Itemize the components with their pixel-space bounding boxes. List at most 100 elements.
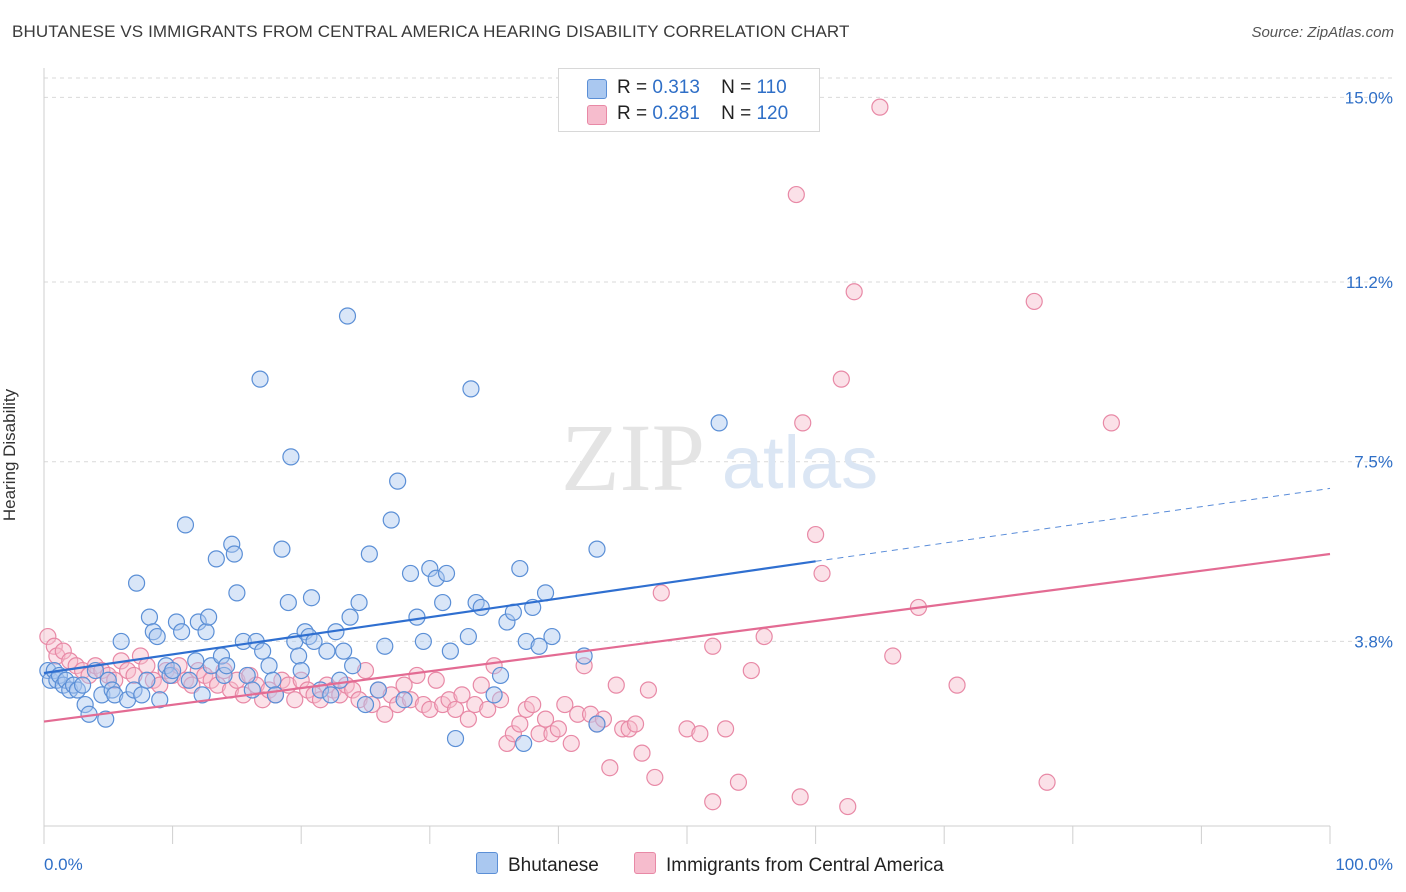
data-point-bhutanese [427,569,445,587]
data-point-immigrants [382,686,400,704]
data-point-bhutanese [331,671,349,689]
data-point-immigrants [1038,773,1056,791]
data-point-immigrants [569,705,587,723]
data-point-bhutanese [279,593,297,612]
data-point-bhutanese [140,608,159,626]
data-point-bhutanese [446,729,465,748]
data-point-bhutanese [441,642,459,660]
blue-series-points [39,307,728,753]
data-point-immigrants [884,647,902,665]
data-point-bhutanese [511,559,529,578]
data-point-bhutanese [710,414,728,432]
data-point-bhutanese [266,686,285,704]
data-point-bhutanese [112,632,130,651]
data-point-bhutanese [273,540,291,558]
data-point-bhutanese [167,613,186,631]
data-point-immigrants [421,700,439,719]
data-point-bhutanese [498,613,516,631]
data-point-bhutanese [215,666,233,685]
data-point-immigrants [755,627,773,646]
legend-n-value: 120 [756,103,789,124]
data-point-bhutanese [389,472,407,490]
bottom-legend-bhutanese: Bhutanese [476,852,599,877]
data-point-immigrants [472,676,490,694]
data-point-bhutanese [260,657,278,675]
data-point-immigrants [845,283,863,301]
data-point-immigrants [363,695,381,714]
axes [43,68,1331,844]
legend-r-value: 0.281 [652,103,700,124]
data-point-bhutanese [543,627,561,646]
data-point-immigrants [652,584,670,602]
data-point-bhutanese [76,695,94,714]
data-point-immigrants [286,691,304,709]
data-point-bhutanese [228,584,246,602]
data-point-immigrants [633,744,651,762]
legend-r-label: R = [617,103,648,124]
data-point-immigrants [39,627,57,646]
data-point-immigrants [45,637,63,655]
legend-r-label: R = [617,77,648,98]
data-point-immigrants [446,700,465,719]
watermark-zip: ZIP [561,404,705,511]
data-point-bhutanese [515,734,533,753]
data-point-immigrants [832,370,850,388]
data-point-bhutanese [376,637,394,655]
data-point-immigrants [691,725,709,743]
data-point-immigrants [562,734,580,753]
data-point-bhutanese [401,564,420,583]
data-point-immigrants [498,734,516,753]
data-point-bhutanese [459,627,477,646]
legend-swatch-pink [587,105,607,125]
chart-title: BHUTANESE VS IMMIGRANTS FROM CENTRAL AME… [12,22,850,41]
data-point-immigrants [311,691,330,709]
data-point-immigrants [395,676,413,694]
data-point-bhutanese [491,666,510,685]
x-tick-labels: 0.0% 100.0% [44,855,1393,874]
data-point-immigrants [794,414,812,432]
data-point-immigrants [787,185,805,204]
data-point-immigrants [626,715,645,733]
data-point-bhutanese [207,550,225,568]
data-point-immigrants [466,695,484,714]
y-tick-label: 11.2% [1346,273,1393,292]
data-point-bhutanese [264,671,282,689]
data-point-bhutanese [462,380,480,398]
data-point-bhutanese [356,695,375,714]
data-point-immigrants [948,676,966,694]
data-point-immigrants [575,657,593,675]
data-point-bhutanese [218,657,236,675]
data-point-bhutanese [127,574,146,592]
data-point-immigrants [742,661,760,680]
legend-n-label: N = [721,77,752,98]
data-point-bhutanese [588,715,606,733]
data-point-bhutanese [421,559,439,578]
data-point-immigrants [1025,292,1043,311]
data-point-bhutanese [200,608,218,626]
data-point-bhutanese [536,584,555,602]
data-point-bhutanese [73,676,92,694]
data-point-immigrants [376,705,394,723]
data-point-bhutanese [338,307,357,325]
legend-r-value: 0.313 [652,77,700,98]
data-point-immigrants [581,705,600,723]
data-point-bhutanese [292,661,310,680]
data-point-immigrants [209,676,227,694]
data-point-bhutanese [254,642,272,660]
data-point-immigrants [678,720,696,738]
data-point-bhutanese [335,642,353,660]
data-point-bhutanese [151,691,169,709]
data-point-bhutanese [187,652,205,670]
data-point-immigrants [408,666,426,685]
data-point-immigrants [1102,414,1120,432]
data-point-immigrants [524,695,542,714]
data-point-bhutanese [437,564,456,583]
data-point-bhutanese [382,511,400,529]
y-tick-label: 3.8% [1354,632,1393,651]
y-tick-label: 7.5% [1354,453,1393,472]
data-point-bhutanese [161,666,179,685]
trend-line-immigrants [43,552,1331,723]
data-point-bhutanese [251,370,269,388]
data-point-bhutanese [341,608,359,626]
